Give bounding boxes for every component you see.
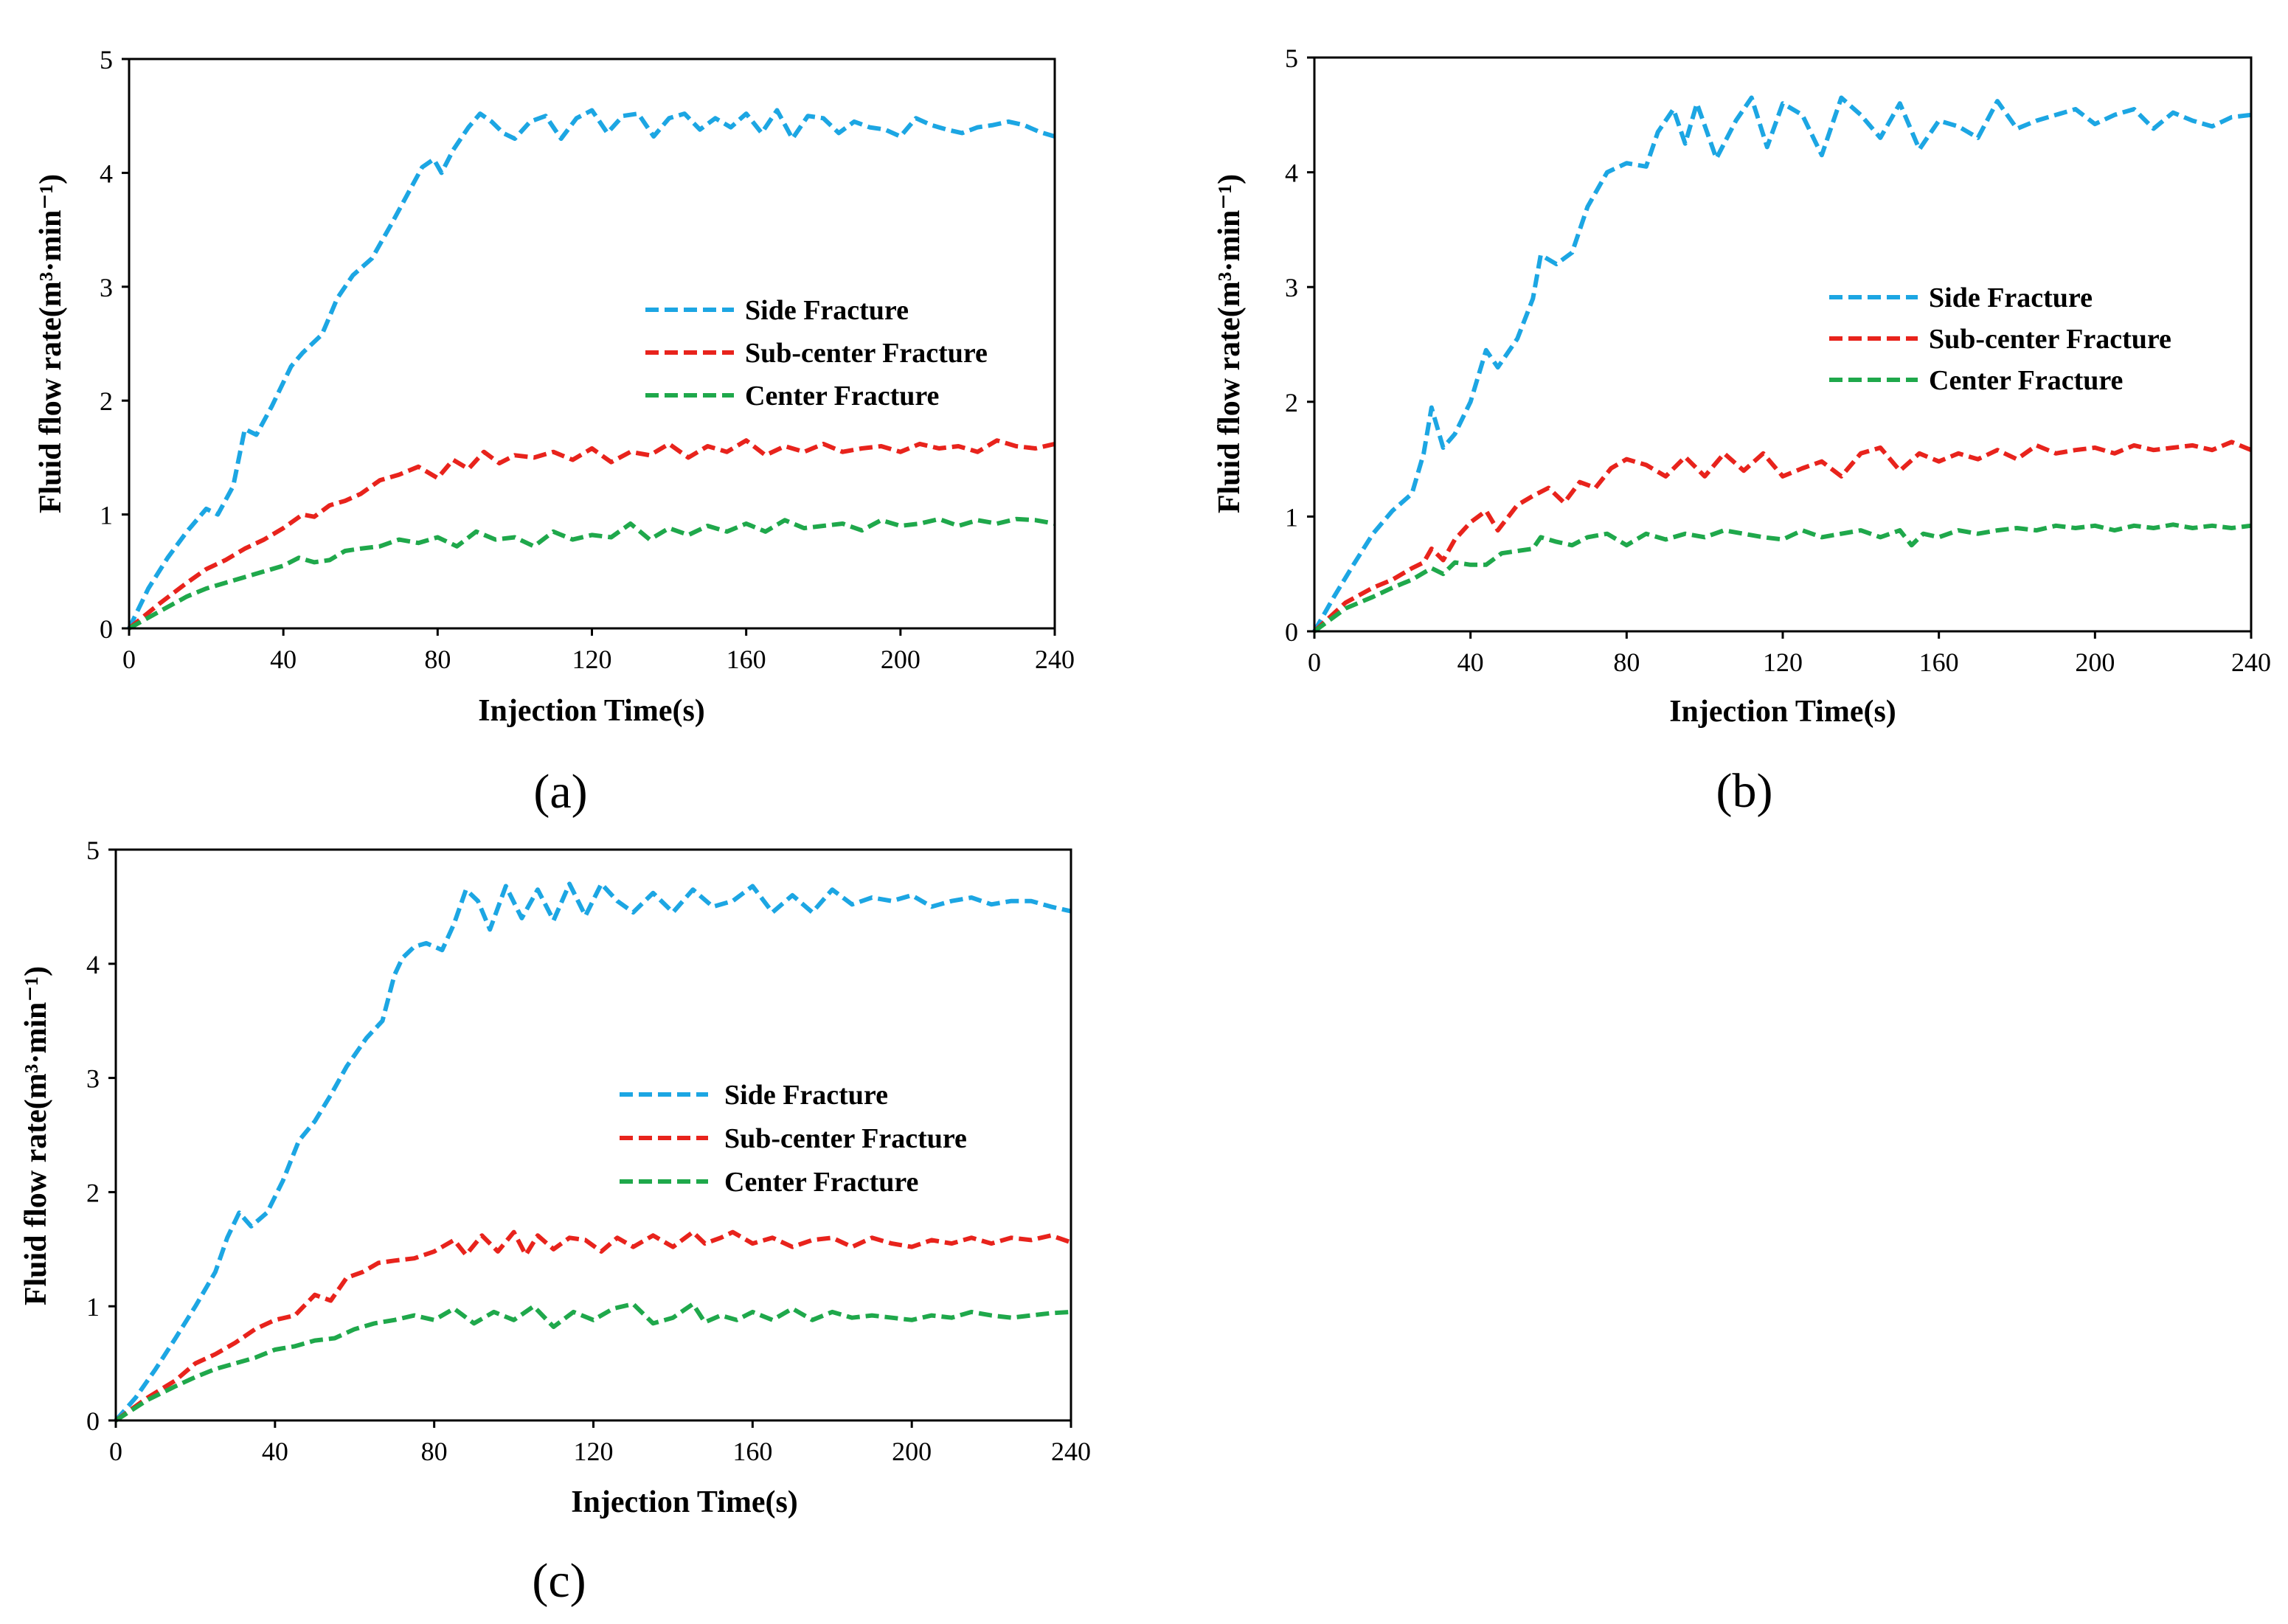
legend-label-sub-center-fracture: Sub-center Fracture	[1929, 324, 2171, 355]
x-tick-label: 160	[732, 1437, 772, 1466]
legend-label-side-fracture: Side Fracture	[724, 1080, 888, 1111]
y-axis-label: Fluid flow rate(m³·min⁻¹)	[1213, 174, 1247, 513]
panel-label: (c)	[532, 1554, 586, 1608]
chart-panel-b: 0 40 80 120 160 200 240 0 1 2 3 4 5 Injection Time(s…	[1213, 44, 2271, 818]
legend-label-center-fracture: Center Fracture	[724, 1167, 918, 1198]
y-tick-label: 1	[1285, 502, 1298, 532]
y-tick-label: 5	[1285, 44, 1298, 73]
y-tick-label: 3	[86, 1064, 100, 1094]
legend-label-center-fracture: Center Fracture	[745, 381, 939, 412]
x-tick-label: 120	[574, 1437, 614, 1466]
ticks-layer: 0 40 80 120 160 200 240 0 1 2 3 4 5	[1285, 44, 2271, 677]
x-tick-label: 40	[270, 645, 297, 674]
y-tick-label: 3	[1285, 273, 1298, 302]
ticks-layer: 0 40 80 120 160 200 240 0 1 2 3 4 5	[100, 45, 1075, 674]
x-tick-label: 0	[122, 645, 136, 674]
y-tick-label: 4	[86, 950, 100, 979]
legend: Side Fracture Sub-center Fracture Center…	[645, 295, 988, 412]
series-line-sub-center-fracture	[1312, 440, 2253, 634]
legend-label-side-fracture: Side Fracture	[1929, 282, 2093, 313]
series-line-side-fracture	[127, 108, 1055, 630]
y-tick-label: 2	[100, 386, 113, 416]
y-tick-label: 0	[100, 614, 113, 644]
x-tick-label: 0	[109, 1437, 122, 1466]
panel-label: (b)	[1716, 764, 1773, 818]
series-line-center-fracture	[1313, 522, 2252, 634]
x-axis-label: Injection Time(s)	[478, 694, 705, 728]
series-line-sub-center-fracture	[114, 1229, 1072, 1423]
y-tick-label: 2	[86, 1178, 100, 1207]
series-layer	[127, 108, 1055, 631]
x-tick-label: 160	[727, 645, 766, 674]
x-tick-label: 80	[1613, 648, 1640, 677]
y-tick-label: 5	[100, 45, 113, 74]
series-line-sub-center-fracture	[128, 438, 1055, 631]
x-tick-label: 240	[2231, 648, 2271, 677]
x-tick-label: 240	[1051, 1437, 1091, 1466]
chart-panel-c: 0 40 80 120 160 200 240 0 1 2 3 4 5 Injection Time(s…	[19, 836, 1091, 1608]
ticks-layer: 0 40 80 120 160 200 240 0 1 2 3 4 5	[86, 836, 1091, 1466]
y-tick-label: 0	[86, 1406, 100, 1436]
legend: Side Fracture Sub-center Fracture Center…	[620, 1080, 967, 1198]
y-tick-label: 1	[100, 501, 113, 530]
x-tick-label: 120	[1763, 648, 1803, 677]
x-axis-label: Injection Time(s)	[1669, 695, 1896, 729]
x-tick-label: 200	[881, 645, 921, 674]
x-tick-label: 0	[1308, 648, 1321, 677]
y-tick-label: 1	[86, 1292, 100, 1322]
x-tick-label: 40	[262, 1437, 288, 1466]
x-axis-label: Injection Time(s)	[571, 1485, 798, 1519]
y-tick-label: 4	[1285, 159, 1298, 188]
x-tick-label: 240	[1035, 645, 1075, 674]
legend-label-sub-center-fracture: Sub-center Fracture	[745, 338, 988, 369]
y-tick-label: 5	[86, 836, 100, 865]
series-layer	[1312, 95, 2253, 634]
x-tick-label: 80	[421, 1437, 448, 1466]
y-axis-label: Fluid flow rate(m³·min⁻¹)	[19, 966, 53, 1305]
series-layer	[114, 881, 1072, 1423]
x-tick-label: 200	[892, 1437, 932, 1466]
legend-label-side-fracture: Side Fracture	[745, 295, 909, 326]
legend-label-sub-center-fracture: Sub-center Fracture	[724, 1123, 967, 1154]
y-axis-label: Fluid flow rate(m³·min⁻¹)	[34, 174, 68, 513]
legend: Side Fracture Sub-center Fracture Center…	[1829, 282, 2171, 396]
y-tick-label: 2	[1285, 388, 1298, 417]
legend-label-center-fracture: Center Fracture	[1929, 365, 2123, 396]
series-line-center-fracture	[114, 1302, 1072, 1423]
x-tick-label: 200	[2075, 648, 2115, 677]
chart-panel-a: 0 40 80 120 160 200 240 0 1 2 3 4 5 Injection Time(s…	[34, 45, 1075, 819]
x-tick-label: 40	[1457, 648, 1484, 677]
series-line-side-fracture	[114, 881, 1072, 1422]
x-tick-label: 80	[424, 645, 451, 674]
panel-label: (a)	[533, 765, 587, 819]
series-line-center-fracture	[128, 516, 1055, 631]
x-tick-label: 120	[572, 645, 612, 674]
series-line-side-fracture	[1312, 95, 2252, 633]
x-tick-label: 160	[1919, 648, 1959, 677]
y-tick-label: 4	[100, 159, 113, 188]
y-tick-label: 0	[1285, 617, 1298, 647]
y-tick-label: 3	[100, 273, 113, 302]
